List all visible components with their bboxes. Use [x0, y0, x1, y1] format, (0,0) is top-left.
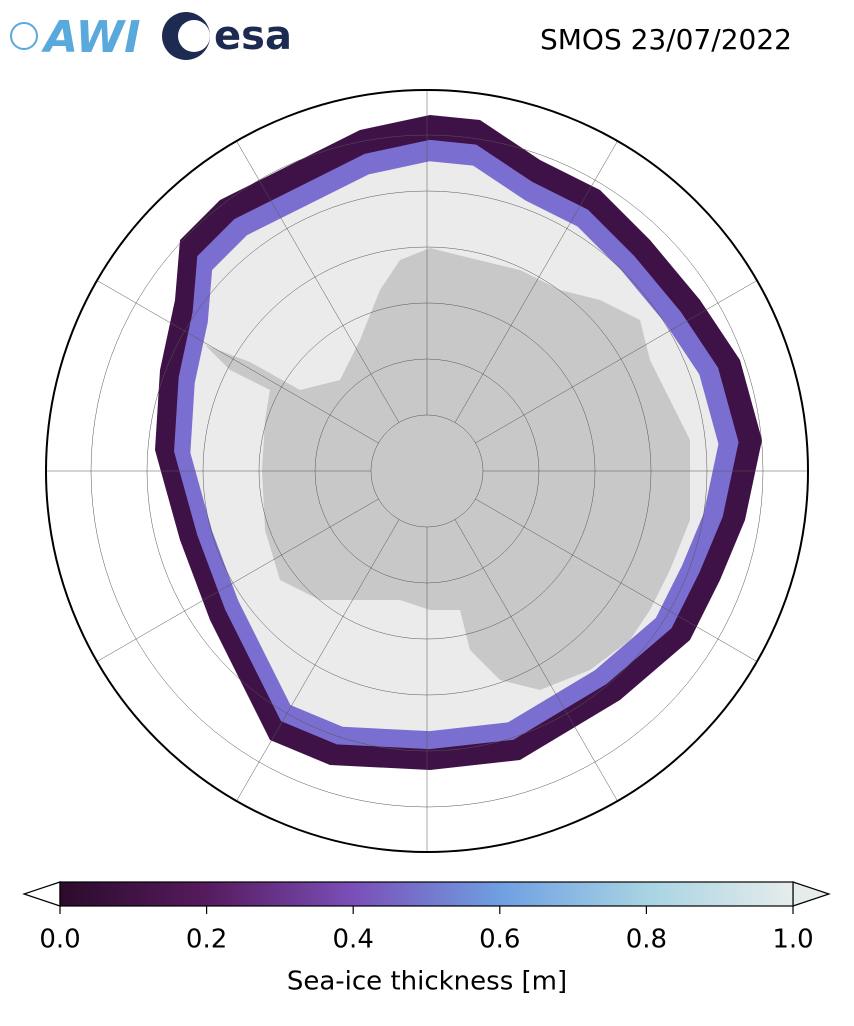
colorbar-under — [22, 881, 61, 907]
awi-logo-text: AWI — [41, 12, 141, 63]
awi-logo: AWI — [10, 12, 141, 63]
graticule — [46, 90, 808, 852]
colorbar-tick-label: 0.2 — [186, 925, 227, 955]
meridian — [96, 280, 379, 444]
meridian — [236, 140, 400, 423]
colorbar-body — [59, 881, 794, 907]
meridian — [475, 280, 758, 444]
colorbar-tick-label: 0.0 — [39, 925, 80, 955]
esa-logo-text: esa — [214, 13, 292, 59]
colorbar-tick-label: 1.0 — [772, 925, 813, 955]
meridian — [96, 498, 379, 662]
colorbar-tick-label: 0.4 — [333, 925, 374, 955]
map-frame — [45, 89, 809, 853]
meridian — [236, 519, 400, 802]
colorbar-label: Sea-ice thickness [m] — [287, 967, 567, 997]
antarctica — [205, 248, 690, 690]
colorbar: Sea-ice thickness [m] 0.0 0.2 0.4 0.6 0.8 1.0 — [22, 881, 831, 997]
title: SMOS 23/07/2022 — [540, 23, 792, 56]
map — [46, 90, 808, 852]
esa-logo: esa — [162, 12, 292, 60]
meridian — [454, 519, 618, 802]
meridian — [475, 498, 758, 662]
colorbar-tick-label: 0.8 — [626, 925, 667, 955]
colorbar-tick-label: 0.6 — [479, 925, 520, 955]
colorbar-over — [792, 881, 831, 907]
meridian — [454, 140, 618, 423]
